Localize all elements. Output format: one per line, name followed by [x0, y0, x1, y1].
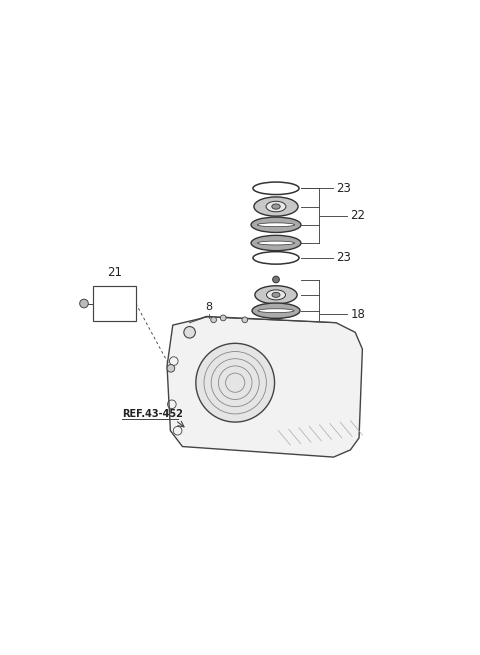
Ellipse shape [266, 201, 286, 212]
Ellipse shape [258, 309, 294, 312]
Text: 22: 22 [350, 209, 365, 222]
Ellipse shape [272, 292, 280, 297]
Circle shape [80, 299, 88, 308]
Circle shape [211, 317, 216, 323]
Ellipse shape [272, 204, 280, 209]
Circle shape [167, 364, 175, 372]
Circle shape [184, 327, 195, 338]
Circle shape [196, 343, 275, 422]
Ellipse shape [272, 341, 280, 343]
FancyBboxPatch shape [273, 341, 279, 354]
Ellipse shape [266, 290, 286, 300]
Text: 21: 21 [107, 266, 122, 279]
Ellipse shape [251, 217, 301, 233]
Ellipse shape [255, 286, 297, 304]
Circle shape [242, 317, 248, 323]
Text: 23: 23 [336, 252, 351, 265]
Circle shape [220, 315, 226, 321]
Ellipse shape [251, 235, 301, 251]
Ellipse shape [254, 197, 298, 216]
Circle shape [273, 276, 279, 283]
Ellipse shape [252, 303, 300, 318]
Bar [93, 286, 136, 321]
Text: REF.43-452: REF.43-452 [122, 409, 183, 419]
Text: 23: 23 [336, 182, 351, 195]
Ellipse shape [257, 241, 295, 245]
Ellipse shape [274, 353, 278, 354]
Text: 18: 18 [350, 308, 365, 320]
Text: 8: 8 [205, 302, 212, 312]
Ellipse shape [257, 223, 295, 227]
Polygon shape [167, 316, 362, 457]
